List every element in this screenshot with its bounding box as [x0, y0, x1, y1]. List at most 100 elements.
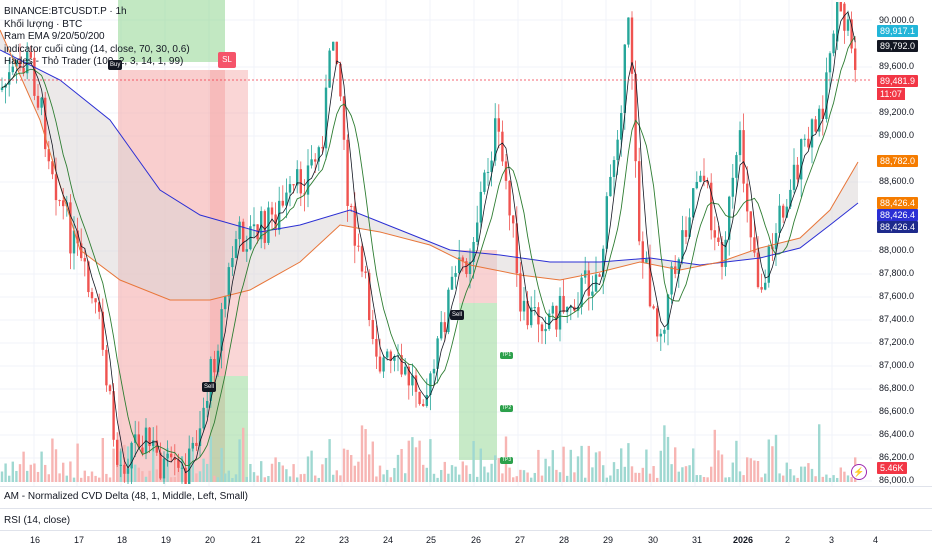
volume-bar: [641, 467, 644, 482]
candle-body: [306, 165, 310, 195]
volume-bar: [256, 475, 259, 482]
candle-body: [166, 453, 169, 459]
volume-bar: [191, 443, 194, 482]
y-tick: 90,000.0: [878, 15, 914, 25]
candle-body: [836, 2, 839, 42]
volume-bar: [328, 439, 331, 482]
band-low-tag: 88,426.4: [877, 221, 919, 233]
candle-body: [54, 174, 58, 201]
legend-ema[interactable]: Ram EMA 9/20/50/200: [4, 31, 105, 43]
volume-bar: [220, 447, 223, 482]
volume-bar: [479, 448, 482, 482]
candle-body: [296, 169, 299, 186]
volume-bar: [321, 464, 324, 482]
legend-indicator[interactable]: indicator cuối cùng (14, close, 70, 30, …: [4, 43, 190, 55]
volume-bar: [8, 475, 11, 482]
sell2-profit-zone: [459, 303, 497, 460]
candle-body: [292, 184, 295, 186]
candle-body: [15, 60, 18, 67]
rsi-pane-label[interactable]: RSI (14, close): [4, 515, 71, 526]
candle-body: [220, 309, 223, 351]
volume-bar: [792, 475, 796, 482]
candle-body: [630, 17, 634, 74]
x-tick: 4: [873, 535, 879, 545]
volume-bar: [602, 465, 605, 482]
candle-body: [612, 160, 616, 177]
candle-body: [458, 257, 461, 274]
candle-body: [702, 175, 706, 181]
candle-body: [854, 48, 857, 70]
volume-bar: [515, 476, 518, 482]
candle-body: [155, 440, 158, 453]
candle-body: [69, 202, 72, 254]
volume-bar: [548, 466, 551, 482]
y-tick: 86,800.0: [878, 383, 914, 393]
volume-bar: [195, 473, 198, 482]
volume-bar: [198, 471, 202, 482]
candle-body: [429, 373, 432, 395]
volume-bar: [713, 429, 716, 482]
candle-body: [137, 434, 140, 448]
legend-volume[interactable]: Khối lượng · BTC: [4, 18, 83, 30]
pane-divider[interactable]: [0, 486, 932, 487]
candle-body: [638, 161, 641, 242]
candle-body: [490, 160, 493, 172]
candle-body: [699, 175, 702, 182]
candle-body: [231, 258, 234, 268]
volume-bar: [832, 475, 835, 482]
volume-bar: [69, 461, 72, 482]
candle-body: [602, 248, 605, 277]
sl-marker[interactable]: SL: [218, 52, 236, 68]
orange-line-tag: 88,782.0: [877, 155, 919, 167]
candle-body: [317, 147, 320, 162]
volume-bar: [760, 477, 763, 482]
volume-bar: [242, 427, 245, 482]
y-tick: 86,200.0: [878, 452, 914, 462]
candle-body: [450, 276, 454, 290]
candle-body: [407, 366, 410, 386]
candle-body: [18, 60, 22, 68]
legend-symbol[interactable]: BINANCE:BTCUSDT.P · 1h: [4, 6, 127, 17]
band-top-tag: 88,426.4: [877, 197, 919, 209]
candle-body: [188, 448, 191, 484]
candle-body: [90, 292, 94, 299]
candle-body: [656, 308, 659, 337]
candle-body: [36, 95, 40, 108]
candle-body: [540, 324, 544, 332]
y-tick: 88,600.0: [878, 176, 914, 186]
volume-bar: [821, 476, 824, 482]
pane-divider[interactable]: [0, 508, 932, 509]
volume-bar: [551, 450, 554, 482]
candle-body: [76, 230, 79, 244]
volume-bar: [278, 462, 281, 482]
candle-body: [299, 169, 302, 194]
volume-bar: [378, 465, 382, 482]
volume-bar: [292, 464, 295, 482]
candle-body: [468, 262, 472, 275]
volume-bar: [634, 472, 637, 482]
volume-bar: [429, 439, 432, 482]
candle-body: [285, 192, 288, 206]
volume-bar: [303, 473, 306, 482]
candle-body: [526, 300, 529, 326]
candle-body: [659, 333, 662, 337]
cvd-pane-label[interactable]: AM - Normalized CVD Delta (48, 1, Middle…: [4, 491, 248, 502]
y-tick: 87,000.0: [878, 360, 914, 370]
volume-bar: [314, 475, 317, 482]
candle-body: [371, 320, 374, 339]
lightning-icon[interactable]: ⚡: [851, 464, 867, 480]
candle-body: [512, 215, 515, 224]
candle-body: [695, 181, 698, 189]
candle-body: [774, 233, 778, 250]
volume-bar: [36, 471, 40, 482]
candle-body: [281, 200, 284, 206]
volume-bar: [335, 470, 338, 482]
volume-bar: [227, 470, 230, 482]
y-tick: 87,200.0: [878, 337, 914, 347]
volume-bar: [76, 443, 79, 482]
legend-hades[interactable]: Hades - Thỏ Trader (100, 2, 3, 14, 1, 99…: [4, 56, 184, 68]
candle-body: [8, 72, 11, 85]
x-tick: 19: [161, 535, 172, 545]
volume-bar: [684, 466, 688, 482]
